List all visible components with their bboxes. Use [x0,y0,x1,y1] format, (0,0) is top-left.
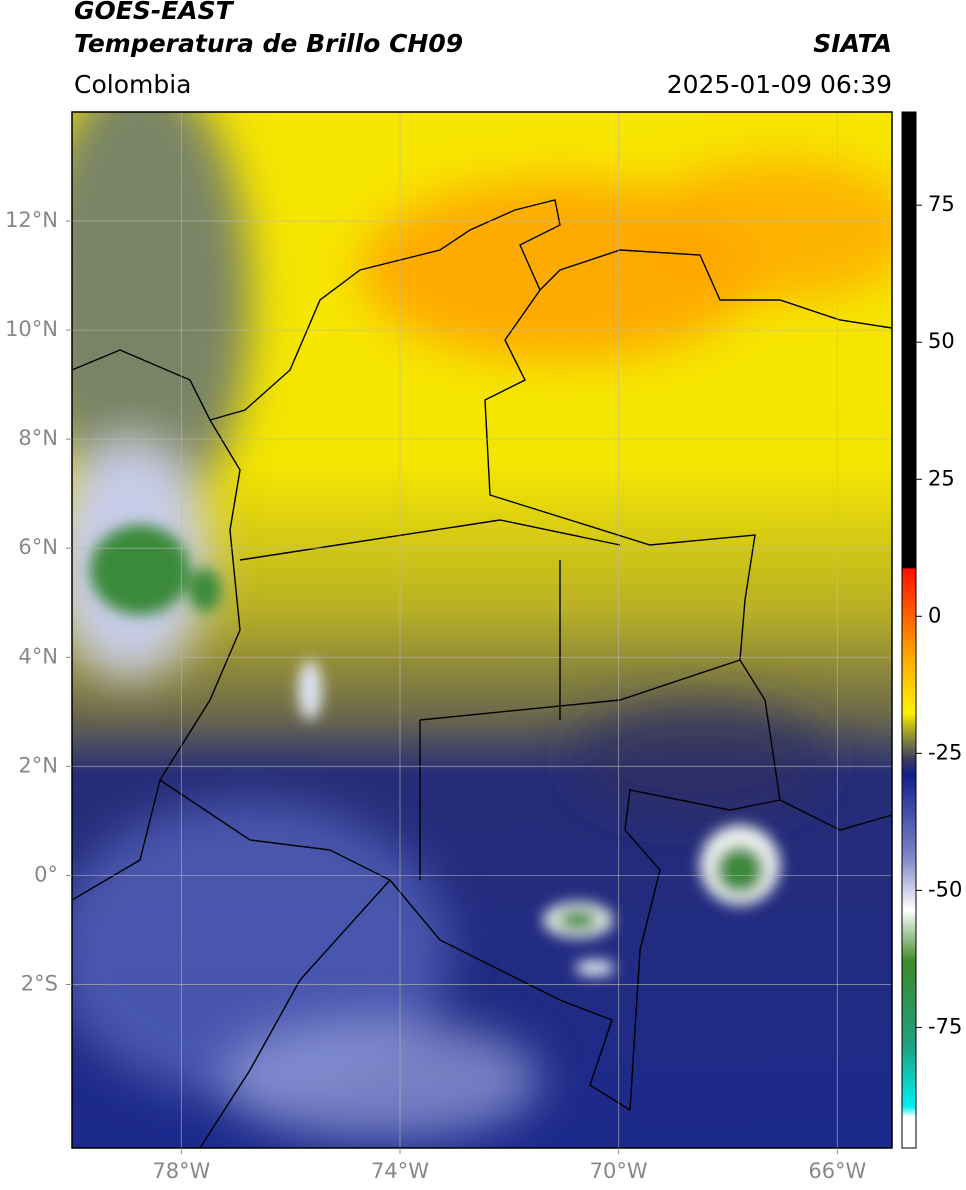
colorbar-tick-label: 50 [928,329,955,353]
lat-tick-label: 10°N [5,317,58,341]
lat-tick-label: 12°N [5,208,58,232]
lat-tick-label: 4°N [18,644,58,668]
lat-tick-label: 2°N [18,753,58,777]
source: SIATA [813,29,892,58]
colorbar-tick-label: -50 [928,877,962,901]
map-frame [71,111,893,1149]
colorbar-tick-label: 75 [928,192,955,216]
lat-tick-label: 0° [34,862,58,886]
colorbar [901,111,917,1149]
colorbar-tick-label: 0 [928,603,941,627]
lat-tick-label: 6°N [18,535,58,559]
timestamp: 2025-01-09 06:39 [667,70,892,99]
lon-tick-label: 78°W [152,1159,210,1183]
colorbar-tick-label: 25 [928,466,955,490]
lat-tick-label: 2°S [21,971,58,995]
region: Colombia [74,70,191,99]
lon-tick-label: 66°W [808,1159,866,1183]
lon-tick-label: 74°W [371,1159,429,1183]
lon-tick-label: 70°W [590,1159,648,1183]
title: GOES-EAST [74,0,235,25]
lat-tick-label: 8°N [18,426,58,450]
satellite-image [72,112,892,1148]
subtitle: Temperatura de Brillo CH09 [74,29,463,58]
colorbar-tick-label: -25 [928,740,962,764]
colorbar-tick-label: -75 [928,1014,962,1038]
grid [72,112,892,1148]
